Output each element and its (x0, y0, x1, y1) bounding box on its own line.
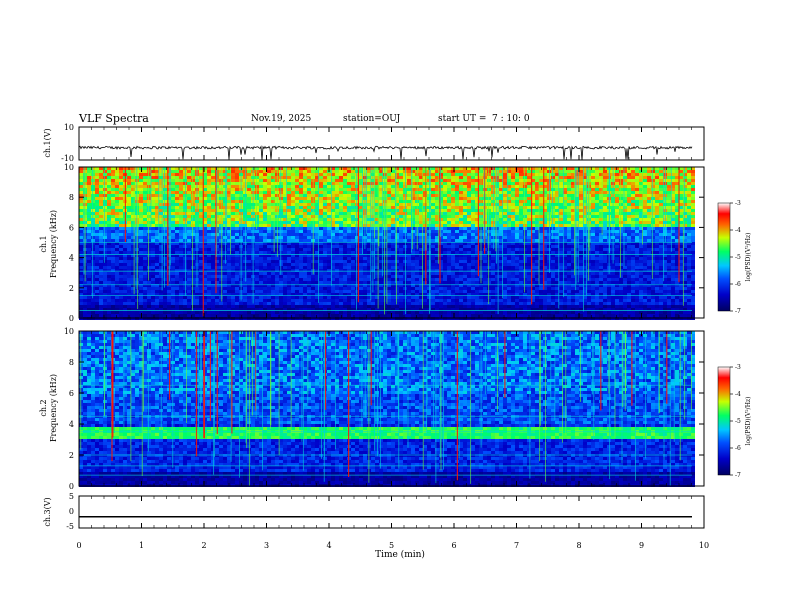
date-label: Nov.19, 2025 (251, 114, 312, 124)
ch1-cbtick--5: -5 (735, 254, 741, 261)
ch1-channel-label: ch.1 (39, 235, 48, 252)
ch1-freq-label: Frequency (kHz) (49, 210, 58, 278)
ch1-spec-ytick-10: 10 (64, 163, 74, 172)
time-axis-label: Time (min) (375, 549, 425, 560)
ch1-ylabel: ch.1(V) (43, 128, 52, 157)
ch1-spec-ytick-8: 8 (69, 193, 74, 202)
ch1-ytick-bottom: -10 (61, 154, 74, 163)
ch3-ytick-bottom: -5 (66, 522, 74, 531)
time-tick-6: 6 (451, 541, 456, 550)
time-tick-5: 5 (389, 541, 394, 550)
ch2-spec-ytick-6: 6 (69, 389, 74, 398)
time-tick-4: 4 (326, 541, 331, 550)
ch2-spec-ytick-2: 2 (69, 451, 74, 460)
ch1-spec-ytick-6: 6 (69, 223, 74, 232)
time-tick-1: 1 (139, 541, 144, 550)
ch1-spec-ytick-2: 2 (69, 284, 74, 293)
ch3-ytick-mid: 0 (69, 507, 74, 516)
ch2-spec-ytick-4: 4 (69, 420, 74, 429)
ch2-spec-ytick-10: 10 (64, 327, 74, 336)
ch3-ylabel: ch.3(V) (43, 497, 52, 526)
ch1-cbtick--3: -3 (735, 200, 741, 207)
ch2-freq-label: Frequency (kHz) (49, 374, 58, 442)
chart-title: VLF Spectra (79, 112, 149, 125)
ch2-cbtick--4: -4 (735, 391, 741, 398)
ch2-channel-label: ch.2 (39, 399, 48, 416)
ch1-spectrogram-panel: 0 2 4 6 8 10 ch.1 Frequency (kHz) (39, 163, 705, 323)
ch1-cbtick--7: -7 (735, 308, 741, 315)
time-tick-9: 9 (639, 541, 644, 550)
ch1-colorbar: -3 -4 -5 -6 -7 log(PSD)(V²/Hz) (717, 200, 752, 315)
ch2-spec-ytick-0: 0 (69, 482, 74, 491)
ch2-spec-ytick-8: 8 (69, 358, 74, 367)
ch3-ytick-top: 5 (69, 492, 74, 501)
time-tick-7: 7 (514, 541, 519, 550)
time-tick-2: 2 (201, 541, 206, 550)
ch2-colorbar-gradient (717, 366, 731, 476)
ch2-colorbar-label: log(PSD)(V²/Hz) (745, 397, 752, 446)
start-ut-value: 7 : 10: 0 (492, 114, 530, 124)
ch2-cbtick--6: -6 (735, 445, 741, 452)
ch1-spectrogram-image (79, 167, 704, 320)
ch2-spectrogram-panel: 0 2 4 6 8 10 ch.2 Frequency (kHz) (39, 327, 705, 491)
ch1-cbtick--4: -4 (735, 227, 741, 234)
start-ut-label: start UT = (438, 114, 487, 124)
ch1-spec-ytick-0: 0 (69, 314, 74, 323)
ch1-colorbar-label: log(PSD)(V²/Hz) (745, 233, 752, 282)
time-tick-0: 0 (76, 541, 81, 550)
time-tick-10: 10 (699, 541, 709, 550)
time-axis: 0 1 2 3 4 5 6 7 8 9 10 (76, 127, 709, 550)
station-label: station=OUJ (343, 114, 401, 124)
ch1-waveform-panel: 10 -10 ch.1(V) (43, 123, 705, 163)
ch2-colorbar: -3 -4 -5 -6 -7 log(PSD)(V²/Hz) (717, 364, 752, 479)
time-tick-3: 3 (264, 541, 269, 550)
ch1-ytick-top: 10 (64, 123, 74, 132)
ch2-spectrogram-image (79, 331, 704, 487)
ch2-cbtick--5: -5 (735, 418, 741, 425)
ch2-cbtick--7: -7 (735, 472, 741, 479)
time-tick-8: 8 (576, 541, 581, 550)
ch2-cbtick--3: -3 (735, 364, 741, 371)
ch1-colorbar-gradient (717, 202, 731, 312)
ch1-spec-ytick-4: 4 (69, 254, 74, 263)
ch1-cbtick--6: -6 (735, 281, 741, 288)
ch3-waveform-panel: 5 0 -5 ch.3(V) (43, 492, 705, 531)
ch1-waveform-line (78, 145, 693, 161)
